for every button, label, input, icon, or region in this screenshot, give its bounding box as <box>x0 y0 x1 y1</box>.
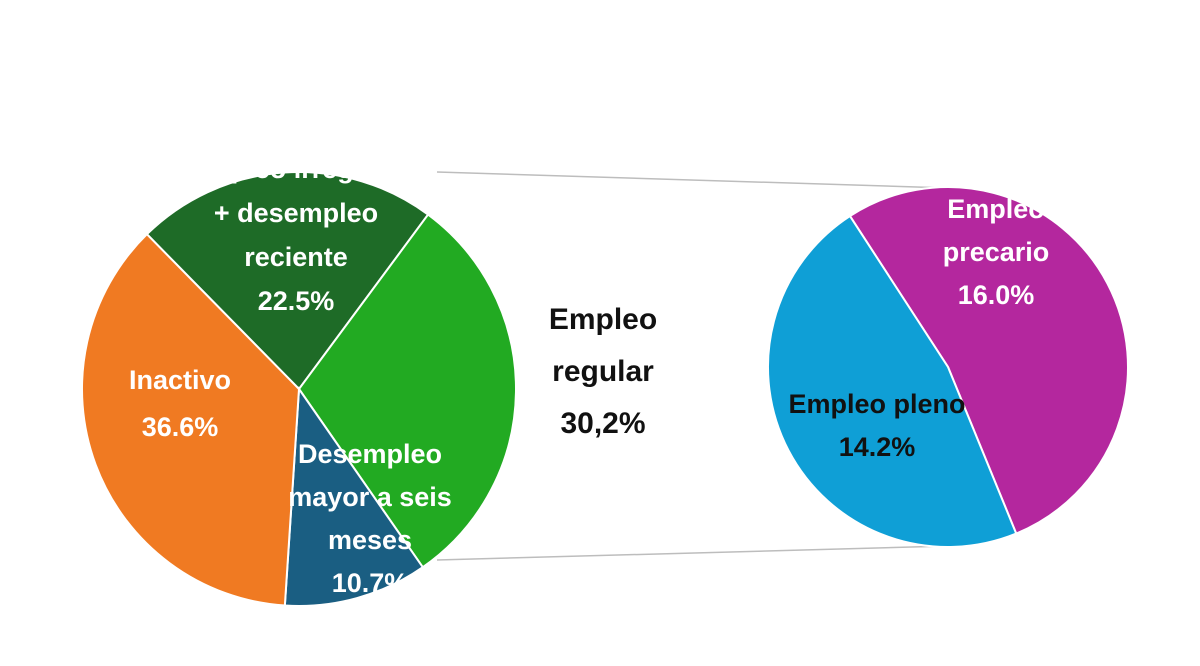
slice-label-line: reciente <box>244 242 348 272</box>
slice-label-empleo-irregular-desempleo-reciente: Empleo irregular + desempleo reciente 22.5% <box>189 154 404 316</box>
slice-label-line: Empleo irregular <box>189 154 404 184</box>
slice-label-empleo-regular: Empleo regular 30,2% <box>549 303 657 440</box>
pie-slice-desempleo-mayor-a-seis-meses <box>283 386 425 607</box>
slice-label-line: regular <box>552 355 654 388</box>
slice-label-line: 22.5% <box>258 286 335 316</box>
slice-label-line: Inactivo <box>129 365 231 395</box>
slice-label-line: 14.2% <box>839 432 916 462</box>
pie-slice-empleo-regular <box>297 213 517 569</box>
slice-label-line: meses <box>328 525 412 555</box>
slice-label-line: Empleo pleno <box>788 389 965 419</box>
slice-label-line: 30,2% <box>560 407 645 440</box>
slice-label-line: 36.6% <box>142 412 219 442</box>
slice-label-line: 10.7% <box>332 568 409 598</box>
slice-label-line: mayor a seis <box>288 482 452 512</box>
connector-line-bottom <box>436 545 949 561</box>
pie-slice-empleo-irregular-desempleo-reciente <box>145 171 430 391</box>
slice-label-line: Desempleo <box>298 439 442 469</box>
slice-label-line: + desempleo <box>214 198 378 228</box>
slice-labels: Empleo irregular + desempleo reciente 22.5%… <box>129 154 1049 598</box>
slice-label-empleo-pleno: Empleo pleno 14.2% <box>788 389 965 462</box>
slice-label-inactivo: Inactivo 36.6% <box>129 365 231 442</box>
slice-label-desempleo-mayor-a-seis-meses: Desempleo mayor a seis meses 10.7% <box>288 439 452 598</box>
slice-label-line: 16.0% <box>958 280 1035 310</box>
pie-slice-empleo-precario <box>848 186 1129 535</box>
slice-label-line: precario <box>943 237 1050 267</box>
pie-slice-inactivo <box>81 232 301 607</box>
pie-slice-empleo-pleno <box>767 214 1018 548</box>
slice-label-line: Empleo <box>549 303 657 336</box>
breakdown-pie <box>767 186 1129 548</box>
slice-label-empleo-precario: Empleo precario 16.0% <box>943 194 1050 310</box>
connector-line-top <box>436 171 949 189</box>
main-pie <box>81 171 517 607</box>
slice-label-line: Empleo <box>947 194 1045 224</box>
